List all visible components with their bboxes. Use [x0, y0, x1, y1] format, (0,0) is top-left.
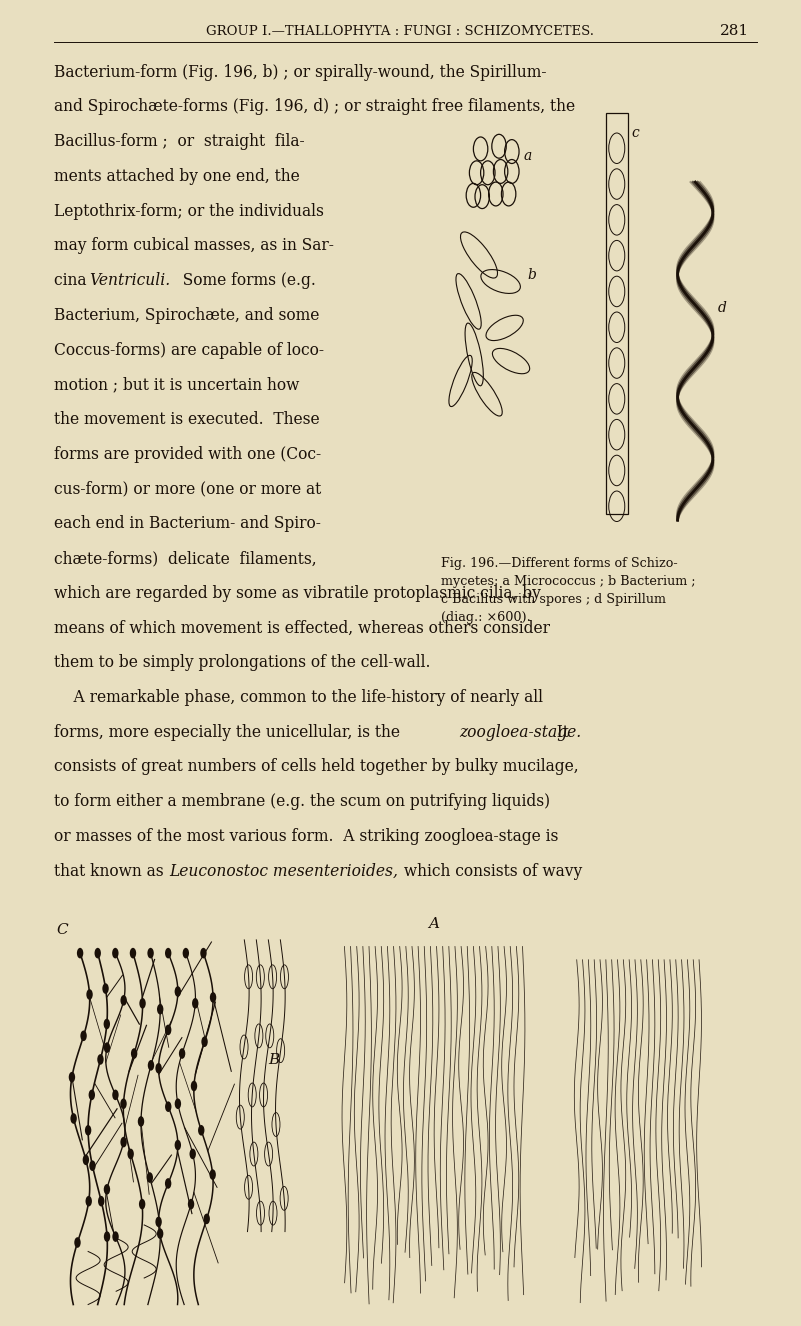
Circle shape	[175, 987, 181, 997]
Text: Fig. 196.—Different forms of Schizo-
mycetes: a Micrococcus ; b Bacterium ;
c Ba: Fig. 196.—Different forms of Schizo- myc…	[441, 557, 695, 623]
Text: may form cubical masses, as in Sar-: may form cubical masses, as in Sar-	[54, 237, 334, 255]
Text: motion ; but it is uncertain how: motion ; but it is uncertain how	[54, 377, 300, 394]
Text: each end in Bacterium- and Spiro-: each end in Bacterium- and Spiro-	[54, 516, 321, 532]
Text: that known as: that known as	[54, 863, 169, 879]
Circle shape	[175, 1140, 181, 1151]
Text: a: a	[523, 149, 531, 163]
Circle shape	[131, 1049, 137, 1059]
Circle shape	[112, 948, 119, 959]
Circle shape	[104, 1232, 111, 1242]
Circle shape	[183, 948, 189, 959]
Text: Bacterium-form (Fig. 196, b) ; or spirally-wound, the Spirillum-: Bacterium-form (Fig. 196, b) ; or spiral…	[54, 64, 547, 81]
Circle shape	[201, 1037, 207, 1048]
Text: B: B	[268, 1053, 280, 1066]
Circle shape	[89, 1160, 95, 1171]
Circle shape	[139, 998, 146, 1009]
Text: Leptothrix-form; or the individuals: Leptothrix-form; or the individuals	[54, 203, 324, 220]
Text: ments attached by one end, the: ments attached by one end, the	[54, 168, 300, 184]
Circle shape	[157, 1228, 163, 1238]
Circle shape	[95, 948, 101, 959]
Circle shape	[104, 1184, 111, 1195]
Circle shape	[87, 989, 93, 1000]
Text: Coccus-forms) are capable of loco-: Coccus-forms) are capable of loco-	[54, 342, 324, 358]
Circle shape	[103, 984, 109, 994]
Circle shape	[138, 1116, 144, 1127]
Text: them to be simply prolongations of the cell-wall.: them to be simply prolongations of the c…	[54, 654, 431, 671]
Text: A: A	[429, 918, 440, 931]
Text: b: b	[527, 268, 536, 282]
Circle shape	[147, 1172, 153, 1183]
Circle shape	[130, 948, 136, 959]
Text: C: C	[56, 923, 68, 936]
Circle shape	[191, 1081, 197, 1091]
Circle shape	[97, 1054, 103, 1065]
Circle shape	[155, 1063, 162, 1074]
Circle shape	[120, 1098, 127, 1109]
Circle shape	[69, 1071, 75, 1082]
Text: d: d	[718, 301, 727, 316]
Circle shape	[192, 998, 199, 1009]
Circle shape	[147, 948, 154, 959]
Text: which are regarded by some as vibratile protoplasmic cilia, by: which are regarded by some as vibratile …	[54, 585, 541, 602]
Text: or masses of the most various form.  A striking zoogloea-stage is: or masses of the most various form. A st…	[54, 827, 559, 845]
Text: 281: 281	[720, 24, 749, 38]
Text: cina: cina	[54, 272, 92, 289]
Text: forms, more especially the unicellular, is the: forms, more especially the unicellular, …	[54, 724, 405, 741]
Circle shape	[103, 1018, 110, 1029]
Text: cus-form) or more (one or more at: cus-form) or more (one or more at	[54, 480, 322, 497]
Circle shape	[157, 1004, 163, 1014]
Circle shape	[190, 1148, 196, 1159]
Text: means of which movement is effected, whereas others consider: means of which movement is effected, whe…	[54, 619, 550, 636]
Circle shape	[165, 1025, 171, 1036]
Text: A remarkable phase, common to the life-history of nearly all: A remarkable phase, common to the life-h…	[54, 690, 543, 705]
Circle shape	[83, 1155, 89, 1166]
Circle shape	[120, 1136, 127, 1147]
Circle shape	[210, 992, 216, 1002]
Text: forms are provided with one (Coc-: forms are provided with one (Coc-	[54, 446, 321, 463]
Circle shape	[127, 1148, 134, 1159]
Text: Bacterium, Spirochæte, and some: Bacterium, Spirochæte, and some	[54, 306, 320, 324]
Circle shape	[188, 1199, 195, 1209]
Circle shape	[70, 1114, 77, 1124]
Circle shape	[175, 1098, 181, 1109]
Text: c: c	[631, 126, 639, 141]
Text: Leuconostoc mesenterioides,: Leuconostoc mesenterioides,	[169, 863, 398, 879]
Circle shape	[80, 1030, 87, 1041]
Text: to form either a membrane (e.g. the scum on putrifying liquids): to form either a membrane (e.g. the scum…	[54, 793, 550, 810]
Circle shape	[112, 1232, 119, 1242]
Circle shape	[77, 948, 83, 959]
Text: GROUP I.—THALLOPHYTA : FUNGI : SCHIZOMYCETES.: GROUP I.—THALLOPHYTA : FUNGI : SCHIZOMYC…	[207, 25, 594, 38]
Text: Some forms (e.g.: Some forms (e.g.	[173, 272, 316, 289]
Circle shape	[165, 1102, 171, 1113]
Circle shape	[104, 1042, 111, 1053]
Circle shape	[139, 1199, 145, 1209]
Circle shape	[74, 1237, 81, 1248]
Circle shape	[200, 948, 207, 959]
Circle shape	[165, 948, 171, 959]
Text: which consists of wavy: which consists of wavy	[399, 863, 582, 879]
Circle shape	[98, 1196, 104, 1207]
Text: zoogloea-stage.: zoogloea-stage.	[459, 724, 581, 741]
Circle shape	[85, 1124, 91, 1135]
Circle shape	[120, 994, 127, 1005]
Circle shape	[165, 1177, 171, 1188]
Text: It: It	[547, 724, 569, 741]
Circle shape	[210, 1170, 216, 1180]
Text: the movement is executed.  These: the movement is executed. These	[54, 411, 320, 428]
Circle shape	[198, 1124, 204, 1135]
Text: Bacillus-form ;  or  straight  fila-: Bacillus-form ; or straight fila-	[54, 133, 305, 150]
Text: chæte-forms)  delicate  filaments,: chæte-forms) delicate filaments,	[54, 550, 317, 568]
Circle shape	[112, 1090, 119, 1101]
Text: and Spirochæte-forms (Fig. 196, d) ; or straight free filaments, the: and Spirochæte-forms (Fig. 196, d) ; or …	[54, 98, 576, 115]
Circle shape	[89, 1090, 95, 1101]
Bar	[606, 113, 628, 513]
Circle shape	[203, 1213, 210, 1224]
Circle shape	[86, 1196, 92, 1207]
Circle shape	[147, 1059, 154, 1070]
Text: consists of great numbers of cells held together by bulky mucilage,: consists of great numbers of cells held …	[54, 758, 579, 776]
Text: Ventriculi.: Ventriculi.	[90, 272, 171, 289]
Circle shape	[155, 1216, 162, 1227]
Circle shape	[179, 1049, 185, 1059]
